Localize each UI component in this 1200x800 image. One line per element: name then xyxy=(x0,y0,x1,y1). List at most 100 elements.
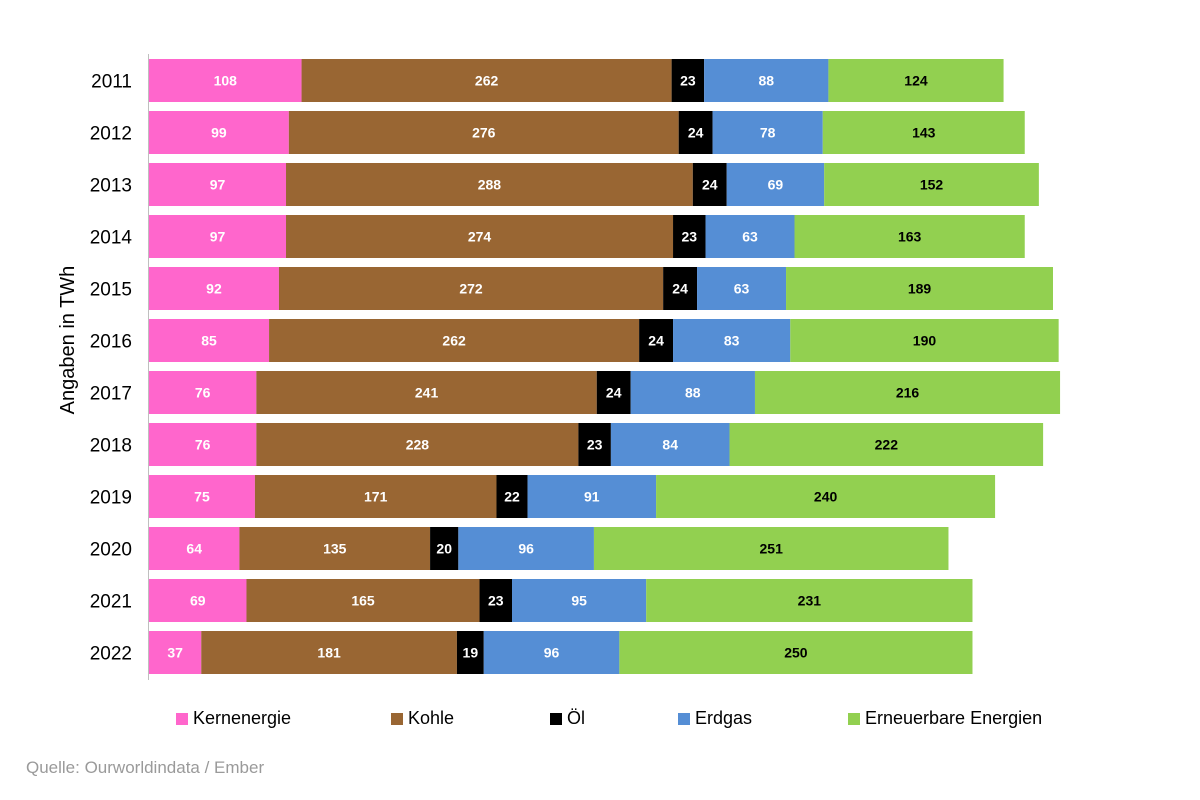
bar-segment-2022-0 xyxy=(149,631,202,674)
bar-segment-2019-1 xyxy=(254,475,497,518)
data-label-2017-1: 241 xyxy=(415,385,439,401)
bar-segment-2018-1 xyxy=(256,423,579,466)
bar-segment-2014-3 xyxy=(705,215,795,258)
bar-segment-2011-4 xyxy=(828,59,1004,102)
data-label-2015-1: 272 xyxy=(459,281,483,297)
bar-segment-2014-2 xyxy=(673,215,706,258)
bar-segment-2020-0 xyxy=(149,527,240,570)
data-label-2016-0: 85 xyxy=(201,333,217,349)
data-label-2018-1: 228 xyxy=(406,437,430,453)
bar-segment-2022-1 xyxy=(201,631,457,674)
bar-segment-2017-4 xyxy=(754,371,1061,414)
bar-segment-2017-2 xyxy=(596,371,631,414)
bar-segment-2015-0 xyxy=(149,267,279,310)
bar-segment-2013-4 xyxy=(824,163,1039,206)
legend-swatch xyxy=(848,712,860,725)
data-label-2020-4: 251 xyxy=(760,541,784,557)
bar-segment-2019-3 xyxy=(527,475,657,518)
data-label-2018-2: 23 xyxy=(587,437,603,453)
bar-segment-2012-0 xyxy=(149,111,289,154)
data-label-2015-2: 24 xyxy=(672,281,688,297)
bar-segment-2015-4 xyxy=(786,267,1053,310)
data-label-2014-1: 274 xyxy=(468,229,492,245)
data-label-2011-4: 124 xyxy=(904,73,928,89)
legend-swatch xyxy=(550,712,562,725)
data-label-2017-3: 88 xyxy=(685,385,701,401)
data-label-2012-4: 143 xyxy=(912,125,936,141)
bar-segment-2020-2 xyxy=(430,527,459,570)
data-label-2012-0: 99 xyxy=(211,125,227,141)
data-label-2020-3: 96 xyxy=(518,541,534,557)
data-label-2012-3: 78 xyxy=(760,125,776,141)
bar-segment-2019-2 xyxy=(496,475,528,518)
bar-segment-2012-2 xyxy=(678,111,713,154)
legend-label: Erneuerbare Energien xyxy=(865,708,1043,728)
y-axis-title-text: Angaben in TWh xyxy=(57,266,79,415)
bar-segment-2022-3 xyxy=(483,631,620,674)
data-label-2015-0: 92 xyxy=(206,281,222,297)
data-label-2011-2: 23 xyxy=(680,73,696,89)
bar-segment-2013-3 xyxy=(726,163,825,206)
data-label-2021-4: 231 xyxy=(798,593,822,609)
data-label-2011-1: 262 xyxy=(475,73,499,89)
bar-segment-2020-3 xyxy=(458,527,594,570)
category-label-2020: 2020 xyxy=(90,540,132,561)
bar-segment-2019-0 xyxy=(149,475,255,518)
source-note: Quelle: Ourworldindata / Ember xyxy=(26,758,265,777)
legend-label: Erdgas xyxy=(695,708,753,728)
bar-segment-2011-0 xyxy=(149,59,302,102)
data-label-2015-4: 189 xyxy=(908,281,932,297)
bar-segment-2011-2 xyxy=(671,59,705,102)
data-label-2016-3: 83 xyxy=(724,333,740,349)
data-label-2013-3: 69 xyxy=(768,177,784,193)
bar-segment-2015-2 xyxy=(663,267,698,310)
y-axis-title: Angaben in TWh xyxy=(57,266,79,415)
bar-segment-2014-1 xyxy=(286,215,674,258)
data-label-2018-4: 222 xyxy=(875,437,899,453)
bar-segment-2017-3 xyxy=(630,371,755,414)
bar-segment-2017-1 xyxy=(256,371,597,414)
bar-segment-2012-3 xyxy=(712,111,823,154)
data-label-2014-0: 97 xyxy=(210,229,226,245)
bar-segment-2022-2 xyxy=(456,631,484,674)
bar-segment-2021-3 xyxy=(512,579,647,622)
data-label-2020-2: 20 xyxy=(436,541,452,557)
bar-segment-2016-4 xyxy=(790,319,1059,362)
bar-segment-2018-2 xyxy=(578,423,611,466)
data-label-2013-4: 152 xyxy=(920,177,944,193)
data-label-2016-2: 24 xyxy=(648,333,664,349)
category-label-2014: 2014 xyxy=(90,228,133,249)
bar-segment-2013-2 xyxy=(692,163,727,206)
stacked-bar-chart: Angaben in TWh 108 262 23 88 124 99 276 24 78 143… xyxy=(57,54,1061,680)
bar-segment-2021-2 xyxy=(479,579,513,622)
data-label-2011-0: 108 xyxy=(214,73,238,89)
data-label-2022-4: 250 xyxy=(784,645,808,661)
data-label-2020-0: 64 xyxy=(186,541,202,557)
category-label-2016: 2016 xyxy=(90,332,132,353)
bar-segment-2022-4 xyxy=(619,631,973,674)
data-label-2016-1: 262 xyxy=(442,333,466,349)
category-label-2018: 2018 xyxy=(90,436,132,457)
bar-segment-2021-0 xyxy=(149,579,247,622)
bar-segment-2014-4 xyxy=(794,215,1025,258)
bar-segment-2011-1 xyxy=(301,59,672,102)
category-label-2019: 2019 xyxy=(90,488,132,509)
bar-segment-2013-0 xyxy=(149,163,287,206)
data-label-2014-4: 163 xyxy=(898,229,922,245)
data-label-2014-3: 63 xyxy=(742,229,758,245)
category-label-2021: 2021 xyxy=(90,592,132,613)
data-label-2022-0: 37 xyxy=(167,645,183,661)
legend: Kernenergie Kohle Öl Erdgas Erneuerbare Ener… xyxy=(0,708,1200,734)
legend-item-3: Erdgas xyxy=(678,708,752,729)
data-label-2015-3: 63 xyxy=(734,281,750,297)
legend-label: Kernenergie xyxy=(193,708,292,728)
legend-item-0: Kernenergie xyxy=(176,708,291,729)
data-label-2019-4: 240 xyxy=(814,489,838,505)
data-label-2019-2: 22 xyxy=(504,489,520,505)
bar-segment-2020-1 xyxy=(239,527,431,570)
data-label-2017-4: 216 xyxy=(896,385,920,401)
data-label-2016-4: 190 xyxy=(913,333,937,349)
category-label-2017: 2017 xyxy=(90,384,132,405)
data-label-2021-2: 23 xyxy=(488,593,504,609)
data-label-2019-3: 91 xyxy=(584,489,600,505)
